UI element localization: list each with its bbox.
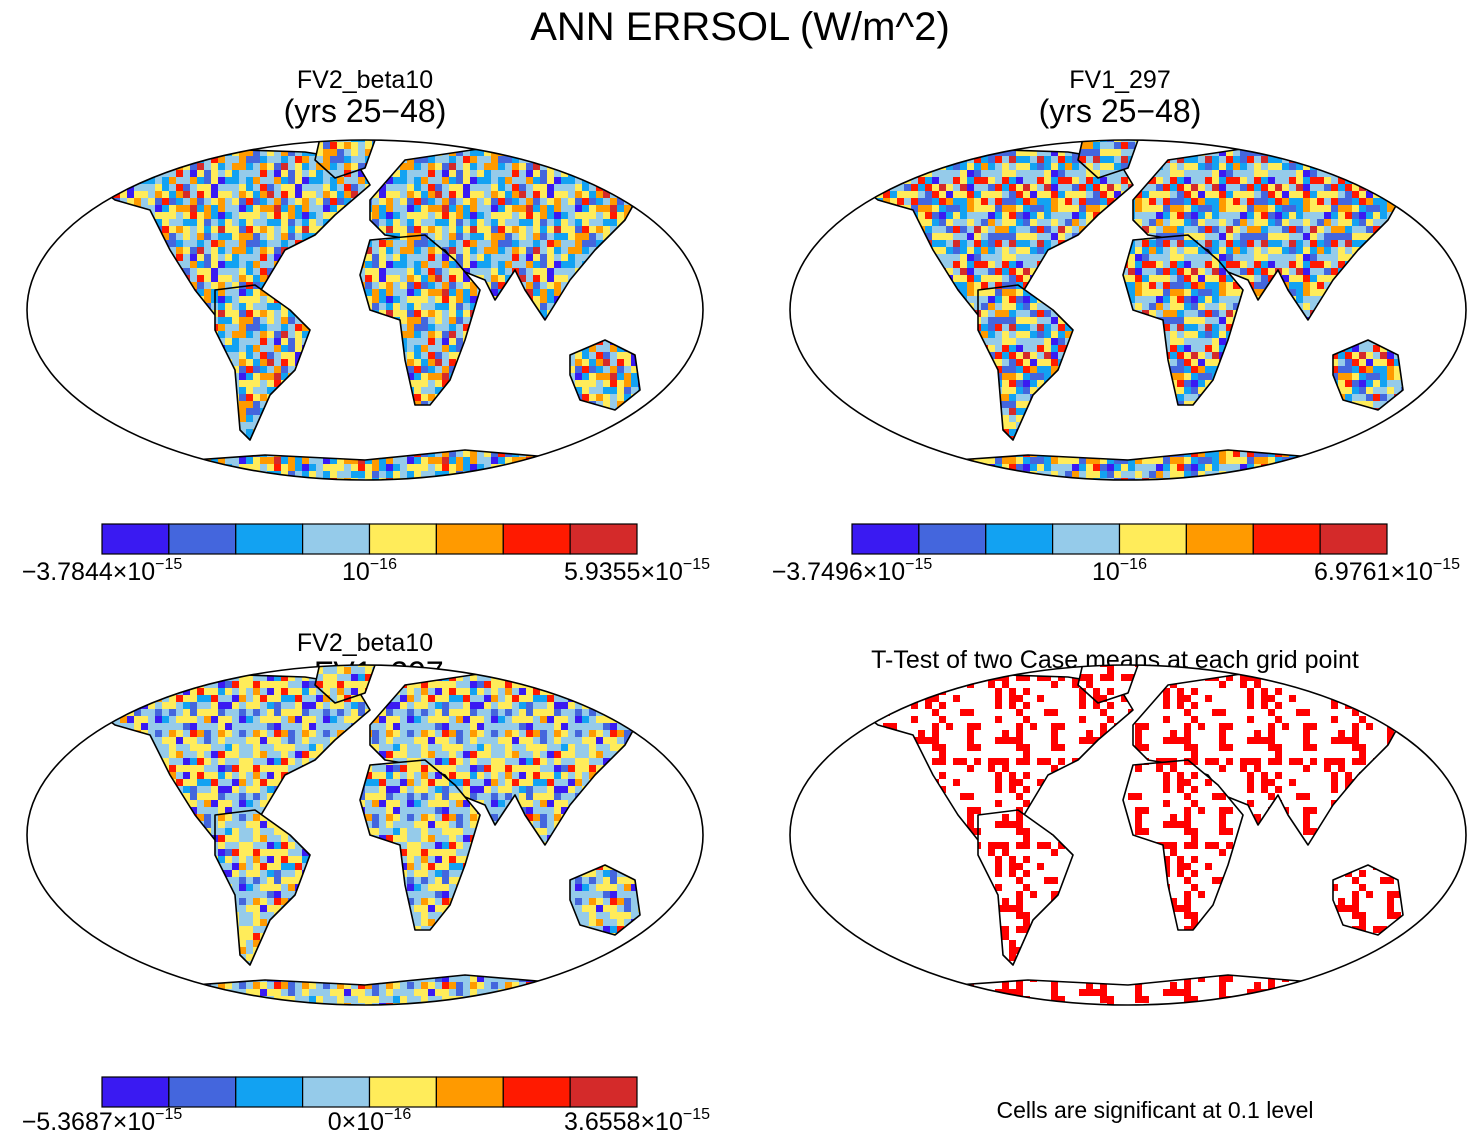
colorbar-swatch bbox=[101, 1076, 170, 1108]
colorbar-swatch bbox=[101, 523, 170, 555]
label-base: −5.3687×10 bbox=[22, 1108, 155, 1136]
map bbox=[26, 664, 704, 1006]
map bbox=[789, 664, 1467, 1006]
colorbar-label: −3.7496×10−15 bbox=[772, 556, 933, 586]
label-exponent: −15 bbox=[1433, 556, 1460, 573]
panel-subtitle: (yrs 25−48) bbox=[284, 93, 447, 129]
label-exponent: −16 bbox=[370, 556, 397, 573]
colorbar-swatch bbox=[168, 1076, 237, 1108]
colorbar-label: 3.6558×10−15 bbox=[564, 1106, 710, 1136]
map-border bbox=[789, 139, 1467, 481]
label-base: 3.6558×10 bbox=[564, 1108, 683, 1136]
map-border bbox=[789, 664, 1467, 1006]
label-exponent: −15 bbox=[683, 1106, 710, 1123]
map bbox=[26, 139, 704, 481]
colorbar-label: 6.9761×10−15 bbox=[1314, 556, 1460, 586]
label-base: 5.9355×10 bbox=[564, 558, 683, 586]
colorbar-swatch bbox=[569, 523, 638, 555]
colorbar-label: −5.3687×10−15 bbox=[22, 1106, 183, 1136]
colorbar-label: 5.9355×10−15 bbox=[564, 556, 710, 586]
label-exponent: −15 bbox=[905, 556, 932, 573]
colorbar-swatch bbox=[302, 1076, 371, 1108]
label-exponent: −15 bbox=[155, 1106, 182, 1123]
colorbar-swatch bbox=[569, 1076, 638, 1108]
colorbar-swatch bbox=[435, 1076, 504, 1108]
label-base: 0×10 bbox=[328, 1108, 384, 1136]
colorbar-label: 10−16 bbox=[1092, 556, 1147, 586]
colorbar-label: −3.7844×10−15 bbox=[22, 556, 183, 586]
colorbar-swatch bbox=[235, 1076, 304, 1108]
colorbar-swatch bbox=[435, 523, 504, 555]
colorbar-label: 10−16 bbox=[342, 556, 397, 586]
label-base: 10 bbox=[1092, 558, 1120, 586]
colorbar-swatch bbox=[1052, 523, 1121, 555]
map-border bbox=[26, 139, 704, 481]
colorbar-swatch bbox=[302, 523, 371, 555]
colorbar-swatch bbox=[368, 1076, 437, 1108]
colorbar-swatch bbox=[1319, 523, 1388, 555]
label-base: −3.7496×10 bbox=[772, 558, 905, 586]
panel-subtitle: (yrs 25−48) bbox=[1039, 93, 1202, 129]
label-exponent: −16 bbox=[1120, 556, 1147, 573]
panel-note: Cells are significant at 0.1 level bbox=[996, 1097, 1313, 1123]
map bbox=[789, 139, 1467, 481]
colorbar-swatch bbox=[502, 1076, 571, 1108]
colorbar-swatch bbox=[851, 523, 920, 555]
colorbar-swatch bbox=[502, 523, 571, 555]
colorbar-swatch bbox=[168, 523, 237, 555]
colorbar-swatch bbox=[235, 523, 304, 555]
panel-title: FV1_297 bbox=[1069, 66, 1170, 94]
label-base: −3.7844×10 bbox=[22, 558, 155, 586]
colorbar-swatch bbox=[985, 523, 1054, 555]
colorbar-swatch bbox=[1185, 523, 1254, 555]
label-base: 6.9761×10 bbox=[1314, 558, 1433, 586]
map-border bbox=[26, 664, 704, 1006]
label-exponent: −15 bbox=[155, 556, 182, 573]
panel-title: FV2_beta10 bbox=[297, 629, 433, 657]
colorbar-label: 0×10−16 bbox=[328, 1106, 412, 1136]
label-base: 10 bbox=[342, 558, 370, 586]
colorbar-swatch bbox=[1118, 523, 1187, 555]
label-exponent: −15 bbox=[683, 556, 710, 573]
colorbar-swatch bbox=[1252, 523, 1321, 555]
colorbar-swatch bbox=[918, 523, 987, 555]
figure-title: ANN ERRSOL (W/m^2) bbox=[530, 5, 950, 49]
colorbar-swatch bbox=[368, 523, 437, 555]
label-exponent: −16 bbox=[384, 1106, 411, 1123]
panel-title: FV2_beta10 bbox=[297, 66, 433, 94]
